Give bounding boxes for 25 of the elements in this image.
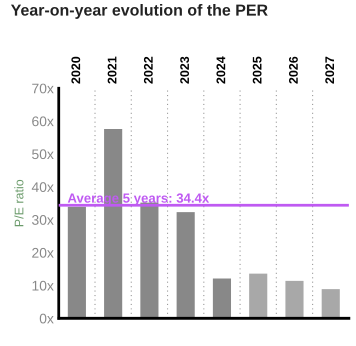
x-tick-label: 2023 — [180, 56, 190, 84]
y-tick-label: 60x — [32, 116, 54, 126]
bar — [212, 278, 232, 318]
x-tick-label: 2022 — [144, 56, 153, 84]
y-axis-title: P/E ratio — [14, 180, 24, 226]
bar — [322, 289, 340, 318]
x-tick-label: 2021 — [108, 56, 116, 84]
y-tick-label: 40x — [32, 182, 54, 192]
y-tick-label: 30x — [32, 215, 54, 225]
y-tick-label: 20x — [32, 248, 54, 258]
x-tick-label: 2020 — [71, 56, 80, 84]
bar — [249, 274, 268, 318]
y-tick-label: 10x — [32, 280, 54, 291]
chart-title: Year-on-year evolution of the PER — [10, 4, 268, 19]
y-tick-label: 70x — [32, 84, 54, 94]
bar — [68, 206, 86, 318]
x-tick-label: 2024 — [216, 56, 226, 84]
x-tick-label: 2027 — [325, 56, 334, 84]
x-tick-label: 2026 — [288, 56, 298, 84]
y-tick-label: 50x — [32, 149, 54, 160]
x-tick-label: 2025 — [252, 56, 262, 84]
bar — [285, 280, 304, 318]
bar — [176, 212, 195, 318]
y-tick-label: 0x — [40, 314, 54, 324]
bar — [140, 202, 158, 318]
